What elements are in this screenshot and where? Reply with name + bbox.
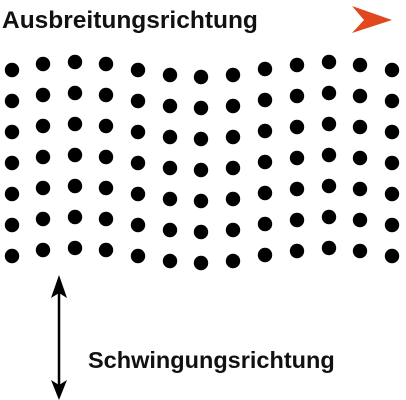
particle-dot	[321, 85, 337, 101]
particle-dot	[321, 54, 337, 70]
particle-dot	[225, 67, 241, 83]
particle-dot	[98, 149, 114, 165]
particle-dot	[130, 248, 146, 264]
particle-dot	[98, 180, 114, 196]
particle-dot	[321, 240, 337, 256]
particle-dot	[162, 129, 178, 145]
particle-dot	[162, 191, 178, 207]
particle-dot	[130, 186, 146, 202]
particle-dot	[193, 255, 209, 271]
particle-dot	[289, 88, 305, 104]
particle-dot	[257, 185, 273, 201]
particle-dot	[289, 243, 305, 259]
particle-dot	[4, 186, 20, 202]
particle-dot	[289, 57, 305, 73]
oscillation-direction-label: Schwingungsrichtung	[88, 347, 335, 373]
particle-dot	[193, 131, 209, 147]
particle-dot	[162, 222, 178, 238]
particle-dot	[35, 87, 51, 103]
particle-dot	[225, 253, 241, 269]
particle-dot	[4, 124, 20, 140]
particle-dot	[384, 93, 400, 109]
particle-dot	[35, 180, 51, 196]
particle-dot	[384, 248, 400, 264]
particle-dot	[289, 150, 305, 166]
particle-dot	[225, 160, 241, 176]
particle-dot	[257, 154, 273, 170]
particle-dot	[384, 217, 400, 233]
particle-dot	[257, 216, 273, 232]
particle-dot	[257, 247, 273, 263]
particle-dot	[321, 147, 337, 163]
particle-dot	[193, 69, 209, 85]
particle-dot	[289, 212, 305, 228]
double-arrow-vertical-icon	[51, 275, 67, 400]
particle-dot	[35, 118, 51, 134]
particle-dot	[4, 62, 20, 78]
particle-dot	[35, 211, 51, 227]
particle-lattice	[4, 54, 400, 271]
particle-dot	[193, 100, 209, 116]
particle-dot	[352, 88, 368, 104]
particle-dot	[352, 181, 368, 197]
particle-dot	[384, 155, 400, 171]
particle-dot	[257, 92, 273, 108]
particle-dot	[352, 243, 368, 259]
particle-dot	[321, 116, 337, 132]
particle-dot	[98, 242, 114, 258]
particle-dot	[225, 98, 241, 114]
particle-dot	[130, 155, 146, 171]
particle-dot	[257, 123, 273, 139]
particle-dot	[162, 67, 178, 83]
particle-dot	[130, 93, 146, 109]
particle-dot	[98, 87, 114, 103]
particle-dot	[352, 119, 368, 135]
particle-dot	[67, 85, 83, 101]
particle-dot	[384, 62, 400, 78]
particle-dot	[162, 253, 178, 269]
particle-dot	[98, 118, 114, 134]
particle-dot	[352, 212, 368, 228]
particle-dot	[4, 93, 20, 109]
particle-dot	[225, 191, 241, 207]
particle-dot	[289, 181, 305, 197]
particle-dot	[352, 57, 368, 73]
particle-dot	[321, 178, 337, 194]
particle-dot	[193, 193, 209, 209]
particle-dot	[193, 162, 209, 178]
particle-dot	[162, 160, 178, 176]
particle-dot	[130, 124, 146, 140]
particle-dot	[98, 56, 114, 72]
particle-dot	[67, 178, 83, 194]
particle-dot	[35, 149, 51, 165]
particle-dot	[67, 147, 83, 163]
particle-dot	[225, 222, 241, 238]
particle-dot	[67, 54, 83, 70]
particle-dot	[98, 211, 114, 227]
particle-dot	[130, 62, 146, 78]
particle-dot	[4, 155, 20, 171]
particle-dot	[67, 116, 83, 132]
particle-dot	[35, 242, 51, 258]
particle-dot	[384, 124, 400, 140]
particle-dot	[193, 224, 209, 240]
particle-dot	[130, 217, 146, 233]
particle-dot	[225, 129, 241, 145]
particle-dot	[289, 119, 305, 135]
particle-dot	[4, 217, 20, 233]
particle-dot	[162, 98, 178, 114]
arrow-right-icon	[352, 6, 392, 33]
particle-dot	[321, 209, 337, 225]
particle-dot	[384, 186, 400, 202]
particle-dot	[67, 209, 83, 225]
particle-dot	[352, 150, 368, 166]
particle-dot	[67, 240, 83, 256]
particle-dot	[35, 56, 51, 72]
particle-dot	[4, 248, 20, 264]
propagation-direction-label: Ausbreitungsrichtung	[2, 7, 258, 34]
particle-dot	[257, 61, 273, 77]
